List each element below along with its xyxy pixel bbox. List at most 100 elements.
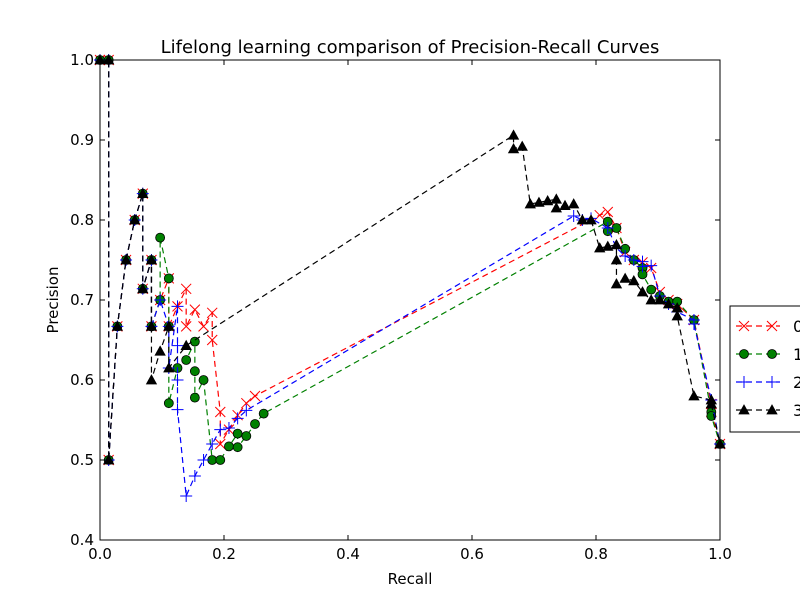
x-tick-label: 1.0 — [708, 545, 732, 563]
y-tick-label: 0.9 — [70, 131, 94, 149]
data-point — [206, 334, 218, 346]
data-point — [189, 304, 201, 315]
series-line-2 — [100, 59, 721, 499]
data-point — [628, 274, 640, 286]
data-point — [189, 392, 200, 403]
data-point — [662, 298, 675, 309]
data-point — [171, 374, 184, 386]
data-point — [189, 366, 200, 377]
data-point — [137, 282, 149, 294]
data-point — [198, 375, 209, 385]
y-tick-label: 0.5 — [70, 451, 94, 469]
data-point — [705, 398, 717, 409]
data-point — [610, 254, 623, 265]
data-point — [180, 339, 192, 350]
legend-label: 1 — [793, 345, 800, 364]
data-point — [533, 196, 545, 207]
data-point — [654, 294, 666, 305]
data-point — [180, 490, 193, 502]
data-point — [671, 310, 683, 321]
data-point — [154, 294, 167, 306]
data-point — [619, 250, 632, 262]
data-point — [240, 397, 252, 409]
data-point — [214, 423, 227, 436]
data-point — [602, 240, 614, 251]
data-point — [155, 232, 166, 243]
y-tick-label: 0.7 — [70, 291, 94, 309]
data-point — [180, 321, 192, 332]
x-tick-label: 0.4 — [336, 545, 360, 563]
data-point — [103, 454, 115, 465]
series-3 — [94, 54, 726, 465]
data-point — [602, 206, 614, 218]
data-point — [524, 198, 536, 209]
series-2 — [94, 54, 726, 502]
legend: 0 1 2 3 — [729, 305, 800, 433]
x-tick-label: 0.0 — [88, 545, 112, 563]
data-point — [214, 406, 226, 418]
data-point — [610, 238, 623, 250]
data-point — [541, 194, 554, 206]
data-point — [258, 408, 269, 419]
plot-frame — [99, 59, 721, 541]
legend-marker — [767, 349, 777, 359]
x-tick-label: 0.2 — [212, 545, 236, 563]
data-point — [576, 214, 589, 225]
data-point — [594, 242, 606, 253]
legend-label: 3 — [793, 401, 800, 420]
data-point — [601, 222, 614, 234]
data-point — [189, 336, 200, 347]
data-point — [507, 142, 520, 154]
legend-label: 2 — [793, 373, 800, 392]
data-point — [197, 454, 210, 466]
chart-title: Lifelong learning comparison of Precisio… — [161, 37, 660, 58]
data-point — [550, 202, 562, 213]
data-point — [215, 455, 226, 465]
data-point — [214, 438, 226, 450]
data-point — [163, 398, 174, 409]
data-point — [111, 320, 124, 331]
y-tick-label: 0.4 — [70, 531, 94, 549]
y-tick-label: 1.0 — [70, 51, 94, 69]
data-point — [224, 441, 234, 452]
data-point — [241, 431, 252, 441]
data-point — [145, 320, 158, 331]
data-point — [619, 272, 631, 283]
y-tick-label: 0.6 — [70, 371, 94, 389]
legend-marker — [766, 404, 778, 415]
data-point — [181, 355, 192, 365]
data-point — [249, 390, 261, 402]
data-point — [645, 294, 657, 305]
data-point — [250, 419, 260, 429]
data-point — [206, 307, 218, 319]
data-point — [163, 362, 175, 373]
data-point — [206, 438, 219, 450]
data-point — [687, 318, 700, 330]
data-point — [559, 199, 571, 210]
data-point — [145, 374, 158, 385]
legend-marker — [766, 320, 778, 332]
data-point — [585, 214, 597, 225]
data-point — [240, 404, 253, 417]
data-point — [507, 129, 520, 140]
plot-area — [94, 54, 726, 502]
x-tick-label: 0.6 — [460, 545, 484, 563]
x-tick-label: 0.8 — [584, 545, 608, 563]
legend-marker — [739, 349, 749, 359]
y-axis-label: Precision — [44, 267, 62, 334]
data-point — [688, 390, 700, 401]
axis-ticks: 0.0 0.2 0.4 0.6 0.8 1.0 0.4 0.5 0.6 0.7 0.8 0.9 1.0 — [70, 51, 732, 563]
data-point — [137, 187, 149, 198]
data-point — [171, 339, 184, 352]
data-point — [163, 273, 174, 284]
data-point — [645, 259, 658, 272]
legend-marker — [766, 376, 778, 388]
data-point — [646, 284, 657, 295]
data-point — [145, 254, 158, 265]
legend-marker — [738, 376, 750, 388]
data-point — [232, 442, 243, 453]
data-point — [550, 193, 562, 204]
data-point — [163, 320, 175, 331]
data-point — [627, 254, 640, 266]
